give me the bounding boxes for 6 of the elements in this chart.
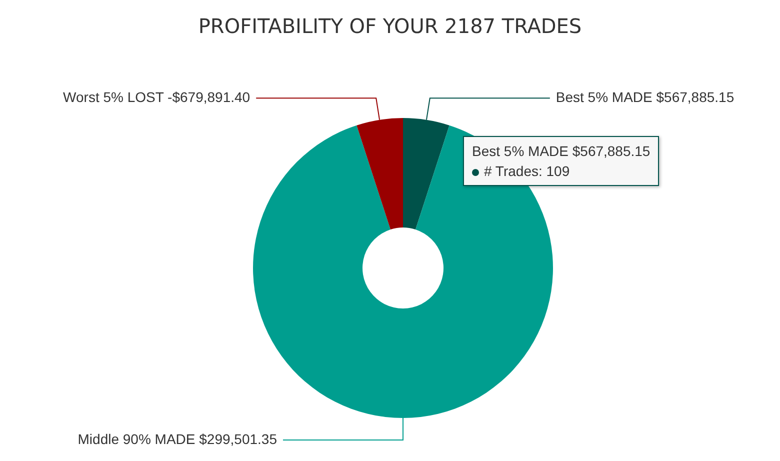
text: Best 5% MADE $567,885.15: [472, 143, 650, 159]
slice-label: Worst 5% LOST -$679,891.40: [63, 89, 250, 106]
slice-label: Best 5% MADE $567,885.15: [556, 89, 734, 106]
chart-title: PROFITABILITY OF YOUR 2187 TRADES: [197, 14, 583, 38]
text: # Trades: 109: [483, 163, 571, 179]
slice-label: Middle 90% MADE $299,501.35: [78, 431, 278, 447]
